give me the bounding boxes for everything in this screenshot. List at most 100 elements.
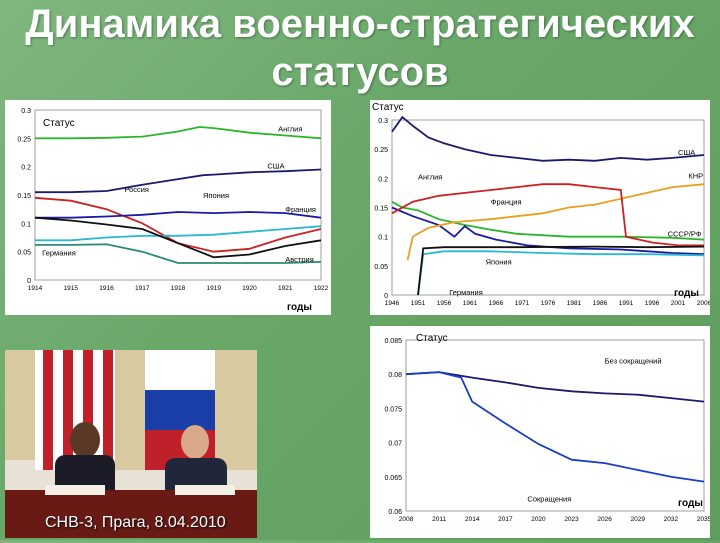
- photo-caption: СНВ-3, Прага, 8.04.2010: [45, 514, 226, 531]
- x-tick-label: 1921: [278, 285, 293, 292]
- series-label-Англия: Англия: [418, 173, 442, 182]
- signing-photo: СНВ-3, Прага, 8.04.2010: [5, 350, 257, 538]
- x-tick-label: 1991: [619, 300, 634, 307]
- x-tick-label: 2017: [498, 516, 513, 523]
- x-tick-label: 1986: [593, 300, 608, 307]
- x-tick-label: 1956: [437, 300, 452, 307]
- x-tick-label: 1976: [541, 300, 556, 307]
- y-tick-label: 0.15: [17, 193, 31, 200]
- y-tick-label: 0.25: [374, 147, 388, 154]
- x-axis-label: годы: [287, 302, 312, 313]
- x-axis-label: годы: [674, 288, 699, 299]
- series-line-Сокращения: [405, 371, 705, 483]
- y-tick-label: 0.085: [384, 338, 402, 345]
- x-tick-label: 1966: [489, 300, 504, 307]
- chart-1946-2006: 0.3 0.25 0.2 0.15 0.1 0.05 0 1946 1951 1956 1961 19…: [370, 100, 712, 315]
- series-line-Япония: [417, 250, 705, 296]
- y-axis-label: Статус: [372, 102, 404, 113]
- series-line-СССР/РФ: [391, 183, 704, 247]
- series-line-Австрия: [35, 243, 322, 264]
- series-label-Япония: Япония: [203, 191, 229, 200]
- y-axis-label: Статус: [416, 333, 448, 344]
- x-tick-label: 1951: [411, 300, 426, 307]
- x-tick-label: 1918: [171, 285, 186, 292]
- series-line-Без сокращений: [405, 371, 705, 403]
- x-tick-label: 1917: [135, 285, 150, 292]
- title-line-1: Динамика военно-стратегических: [25, 2, 695, 46]
- series-label-Россия: Россия: [124, 185, 149, 194]
- x-tick-label: 2023: [564, 516, 579, 523]
- series-line-Франция: [35, 211, 322, 219]
- y-tick-label: 0.2: [21, 165, 31, 172]
- chart-2008-2035: 0.085 0.08 0.075 0.07 0.065 0.06 2008 2011 2014 2…: [370, 326, 712, 538]
- y-tick-label: 0.075: [384, 406, 402, 413]
- series-line-США: [35, 168, 322, 194]
- series-line-США: [391, 115, 705, 162]
- x-tick-label: 2006: [697, 300, 710, 307]
- series-label-Франция: Франция: [285, 205, 316, 214]
- x-tick-label: 2029: [631, 516, 646, 523]
- series-label-Без сокращений: Без сокращений: [605, 356, 662, 365]
- plot-area: [34, 109, 322, 281]
- x-tick-label: 1922: [314, 285, 329, 292]
- x-tick-label: 1920: [242, 285, 257, 292]
- series-line-Япония: [35, 225, 322, 242]
- x-tick-label: 2001: [671, 300, 686, 307]
- y-tick-label: 0.2: [378, 176, 388, 183]
- series-label-Сокращения: Сокращения: [527, 494, 571, 503]
- series-label-США: США: [267, 161, 284, 170]
- title-line-2: статусов: [271, 50, 449, 94]
- y-axis-label: Статус: [43, 118, 75, 129]
- x-tick-label: 1971: [515, 300, 530, 307]
- x-tick-label: 2035: [697, 516, 710, 523]
- y-tick-label: 0.07: [388, 441, 402, 448]
- y-tick-label: 0.05: [374, 264, 388, 271]
- series-label-КНР: КНР: [688, 171, 703, 180]
- series-line-Франция: [391, 206, 705, 256]
- y-tick-label: 0.065: [384, 475, 402, 482]
- x-tick-label: 2020: [531, 516, 546, 523]
- x-tick-label: 1914: [28, 285, 43, 292]
- series-line-Германия: [34, 216, 322, 259]
- series-label-Англия: Англия: [278, 125, 302, 134]
- x-axis-label: годы: [678, 498, 703, 509]
- x-tick-label: 1916: [99, 285, 114, 292]
- series-label-Япония: Япония: [486, 258, 512, 267]
- y-tick-label: 0.08: [388, 372, 402, 379]
- y-tick-label: 0.15: [374, 206, 388, 213]
- x-tick-label: 1981: [567, 300, 582, 307]
- x-tick-label: 2026: [597, 516, 612, 523]
- plot-area: [405, 339, 705, 512]
- slide-title: Динамика военно-стратегических статусов: [0, 0, 720, 96]
- y-tick-label: 0.06: [388, 509, 402, 516]
- y-tick-label: 0.3: [21, 108, 31, 115]
- y-tick-label: 0: [384, 293, 388, 300]
- x-tick-label: 1915: [64, 285, 79, 292]
- x-tick-label: 2011: [432, 516, 446, 523]
- x-tick-label: 2014: [465, 516, 480, 523]
- y-tick-label: 0.05: [17, 250, 31, 257]
- chart-1914-1922: 0.3 0.25 0.2 0.15 0.1 0.05 0 1914 1915 1916 1917 19…: [5, 100, 331, 315]
- x-tick-label: 2032: [664, 516, 679, 523]
- photo-illustration: [5, 350, 257, 538]
- series-label-СССР/РФ: СССР/РФ: [668, 230, 702, 239]
- series-line-КНР: [406, 183, 705, 261]
- series-label-США: США: [678, 148, 695, 157]
- x-tick-label: 2008: [399, 516, 414, 523]
- series-label-Франция: Франция: [491, 198, 522, 207]
- x-tick-label: 1946: [385, 300, 400, 307]
- series-label-Германия: Германия: [449, 288, 483, 297]
- y-tick-label: 0.1: [21, 221, 31, 228]
- series-line-Англия: [391, 200, 705, 241]
- y-tick-label: 0: [27, 278, 31, 285]
- series-line-Англия: [35, 126, 322, 140]
- series-line-Германия: [417, 245, 705, 296]
- series-label-Германия: Германия: [42, 249, 76, 258]
- plot-area: [391, 119, 705, 296]
- x-tick-label: 1961: [463, 300, 478, 307]
- y-tick-label: 0.1: [378, 235, 388, 242]
- series-label-Австрия: Австрия: [285, 255, 314, 264]
